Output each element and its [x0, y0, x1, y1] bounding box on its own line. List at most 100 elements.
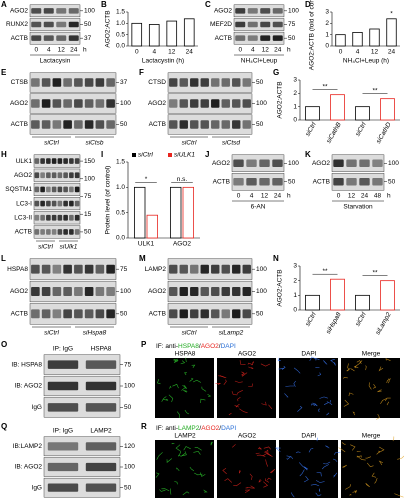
cell-texture [163, 398, 169, 401]
cell-texture [256, 454, 266, 457]
lane-label: 12 [261, 193, 269, 200]
cell-texture [268, 404, 273, 409]
panel-letter: C [205, 0, 211, 9]
row-label: ACTB [149, 121, 166, 128]
annotation: * [145, 176, 148, 183]
row-label: IgG [32, 484, 42, 491]
x-tick-label: 4 [152, 49, 156, 56]
y-tick-label: 2 [293, 90, 297, 97]
blot-band [85, 360, 117, 369]
cell-texture [193, 450, 201, 455]
cell-texture [333, 451, 341, 455]
panel-letter: G [273, 68, 279, 77]
row-label: AGO2 [148, 288, 166, 295]
y-tick-label: 1.0 [116, 20, 125, 27]
blot-band [57, 200, 63, 207]
blot-band [74, 287, 83, 296]
cell-texture [308, 448, 314, 453]
cell-texture [159, 489, 166, 492]
title-part: AGO2 [201, 425, 219, 432]
cell-texture [274, 447, 281, 452]
row-label: MEF2D [210, 21, 232, 28]
blot-band [34, 200, 40, 207]
cell-texture [354, 366, 359, 369]
blot-band [95, 264, 105, 274]
row-label: CTSD [148, 79, 166, 86]
cell-texture [368, 382, 372, 390]
ip-label: IP: IgG [53, 346, 73, 353]
cell-texture [386, 401, 390, 406]
cell-texture [182, 451, 187, 457]
annotation: * [390, 11, 393, 18]
title-part: IF: anti- [156, 343, 178, 350]
marker-label: 100 [124, 383, 135, 390]
blot-band [74, 78, 83, 87]
blot-band [47, 483, 79, 492]
marker-label: 50 [256, 121, 264, 128]
row-label: LAMP2 [145, 266, 167, 273]
treatment-label: Starvation [343, 204, 373, 211]
x-tick-label: siCtrl [304, 311, 318, 328]
blot-band [34, 214, 40, 221]
cell-texture [338, 447, 346, 453]
marker-label: 150 [84, 158, 95, 165]
cell-texture [267, 477, 272, 481]
blot-band [74, 264, 83, 274]
blot-band [221, 264, 230, 274]
cell-texture [285, 385, 295, 387]
blot-strip [33, 211, 81, 225]
blot-band [63, 99, 72, 108]
cell-texture [293, 380, 296, 387]
blot-band [106, 287, 115, 296]
ip-label: LAMP2 [90, 428, 112, 435]
marker-label: 100 [388, 160, 399, 167]
micrograph [279, 358, 338, 418]
blot-band [95, 99, 105, 108]
blot-band [359, 178, 370, 186]
channel-label: Merge [362, 433, 381, 440]
blot-band [63, 186, 68, 193]
channel-label: HSPA8 [175, 351, 196, 358]
cell-texture [168, 394, 174, 403]
blot-band [52, 264, 62, 274]
blot-band [46, 186, 51, 193]
cell-texture [384, 397, 391, 402]
row-label: IB: HSPA8 [11, 361, 42, 368]
blot-strip [33, 168, 81, 182]
blot-band [31, 99, 40, 108]
y-tick-label: 3 [293, 263, 297, 270]
bar [305, 294, 320, 311]
y-tick-label: 1 [293, 292, 297, 299]
cell-texture [365, 456, 372, 459]
blot-band [232, 120, 241, 129]
cell-texture [244, 489, 251, 493]
group-label: siCtsb [85, 140, 103, 147]
x-tick-label: 4 [356, 49, 360, 56]
blot-band [41, 99, 51, 108]
cell-texture [176, 411, 181, 418]
blot-band [85, 462, 117, 472]
bar [380, 280, 395, 311]
y-tick-label: 0 [293, 117, 297, 124]
cell-texture [231, 391, 238, 396]
lane-label: 4 [250, 193, 254, 200]
panel-letter: B [101, 0, 107, 9]
cell-texture [394, 493, 404, 498]
row-label: HSPA8 [7, 266, 28, 273]
blot-band [57, 214, 63, 221]
y-tick-label: 2 [293, 277, 297, 284]
channel-label: LAMP2 [174, 433, 196, 440]
y-tick-label: 0.5 [116, 31, 125, 38]
blot-band [69, 158, 74, 164]
bar [335, 34, 346, 47]
cell-texture [210, 441, 213, 446]
cell-texture [241, 372, 248, 377]
cell-texture [183, 446, 191, 451]
blot-band [232, 264, 241, 274]
blot-band [106, 120, 115, 129]
blot-band [47, 403, 79, 412]
cell-texture [251, 361, 255, 366]
blot-band [247, 8, 258, 14]
blot-band [242, 78, 251, 87]
